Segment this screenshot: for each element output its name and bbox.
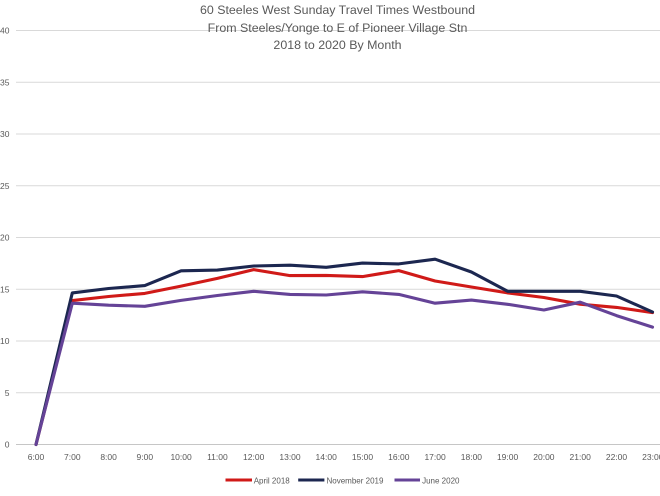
svg-text:20:00: 20:00 <box>533 452 555 462</box>
svg-text:10:00: 10:00 <box>170 452 192 462</box>
svg-text:35: 35 <box>0 77 10 87</box>
svg-text:23:00: 23:00 <box>642 452 660 462</box>
svg-text:18:00: 18:00 <box>461 452 483 462</box>
svg-text:November 2019: November 2019 <box>327 476 384 485</box>
svg-text:6:00: 6:00 <box>28 452 45 462</box>
svg-text:22:00: 22:00 <box>606 452 628 462</box>
svg-text:5: 5 <box>5 388 10 398</box>
svg-text:20: 20 <box>0 233 10 243</box>
svg-text:16:00: 16:00 <box>388 452 410 462</box>
svg-text:10: 10 <box>0 336 10 346</box>
svg-text:15: 15 <box>0 284 10 294</box>
svg-text:2018 to 2020 By Month: 2018 to 2020 By Month <box>273 38 401 52</box>
svg-text:14:00: 14:00 <box>316 452 338 462</box>
svg-text:19:00: 19:00 <box>497 452 519 462</box>
svg-text:17:00: 17:00 <box>424 452 446 462</box>
svg-text:12:00: 12:00 <box>243 452 265 462</box>
svg-text:11:00: 11:00 <box>207 452 228 462</box>
svg-text:0: 0 <box>5 440 10 450</box>
svg-text:60 Steeles West Sunday Travel: 60 Steeles West Sunday Travel Times West… <box>200 3 475 17</box>
svg-text:April 2018: April 2018 <box>254 476 291 485</box>
svg-text:21:00: 21:00 <box>570 452 592 462</box>
svg-text:30: 30 <box>0 129 10 139</box>
svg-text:7:00: 7:00 <box>64 452 81 462</box>
svg-text:8:00: 8:00 <box>100 452 117 462</box>
svg-text:25: 25 <box>0 181 10 191</box>
svg-text:40: 40 <box>0 26 10 36</box>
svg-text:9:00: 9:00 <box>137 452 154 462</box>
svg-text:13:00: 13:00 <box>279 452 301 462</box>
svg-text:June 2020: June 2020 <box>422 476 460 485</box>
svg-text:From Steeles/Yonge to E of Pio: From Steeles/Yonge to E of Pioneer Villa… <box>208 21 468 35</box>
svg-text:15:00: 15:00 <box>352 452 374 462</box>
